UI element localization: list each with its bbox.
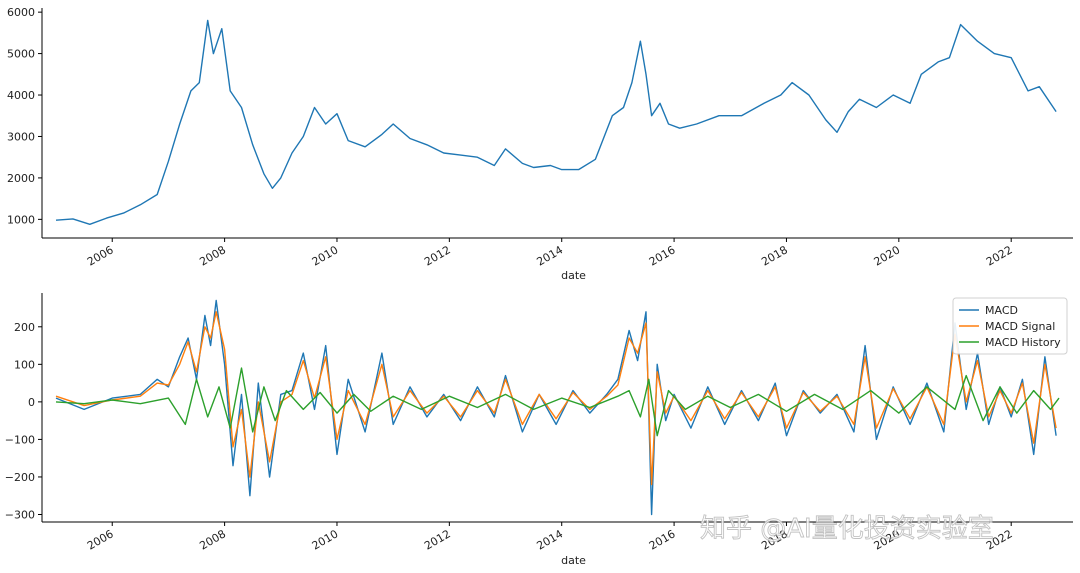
x-tick-label: 2016 [647, 243, 678, 268]
macd-signal-line [55, 311, 1057, 486]
y-tick-label: −100 [5, 433, 35, 446]
y-tick-label: 6000 [7, 6, 35, 19]
y-tick-label: 100 [14, 358, 35, 371]
x-tick-label: 2018 [759, 243, 790, 268]
y-tick-label: 0 [28, 396, 35, 409]
x-tick-label: 2022 [984, 243, 1015, 268]
x-tick-label: 2012 [422, 527, 453, 552]
watermark: 知乎 @AI量化投资实验室 [700, 514, 994, 544]
x-axis-label: date [561, 269, 586, 282]
y-tick-label: −300 [5, 508, 35, 521]
x-tick-label: 2014 [534, 243, 565, 268]
y-tick-label: 3000 [7, 130, 35, 143]
y-tick-label: −200 [5, 471, 35, 484]
x-tick-label: 2014 [534, 527, 565, 552]
legend-label: MACD Signal [985, 320, 1055, 333]
x-tick-label: 2008 [197, 243, 228, 268]
x-tick-label: 2006 [85, 243, 116, 268]
legend-box [952, 297, 1068, 355]
y-tick-label: 200 [14, 321, 35, 334]
x-tick-label: 2012 [422, 243, 453, 268]
x-tick-label: 2010 [310, 243, 341, 268]
x-tick-label: 2008 [197, 527, 228, 552]
x-tick-label: 2020 [872, 243, 903, 268]
legend-label: MACD History [985, 336, 1061, 349]
y-tick-label: 4000 [7, 89, 35, 102]
y-tick-label: 2000 [7, 172, 35, 185]
y-tick-label: 5000 [7, 48, 35, 61]
macd-history-line [55, 367, 1060, 437]
x-tick-label: 2006 [85, 527, 116, 552]
legend-label: MACD [985, 304, 1018, 317]
x-axis-label: date [561, 554, 586, 567]
y-tick-label: 1000 [7, 213, 35, 226]
x-tick-label: 2010 [310, 527, 341, 552]
x-tick-label: 2016 [647, 527, 678, 552]
price-line [55, 19, 1057, 226]
price-chart: 1000 2000 3000 4000 5000 6000 2006 2008 2010 2012… [7, 6, 1073, 282]
macd-line [55, 299, 1057, 516]
legend: MACD MACD Signal MACD History [952, 297, 1068, 355]
